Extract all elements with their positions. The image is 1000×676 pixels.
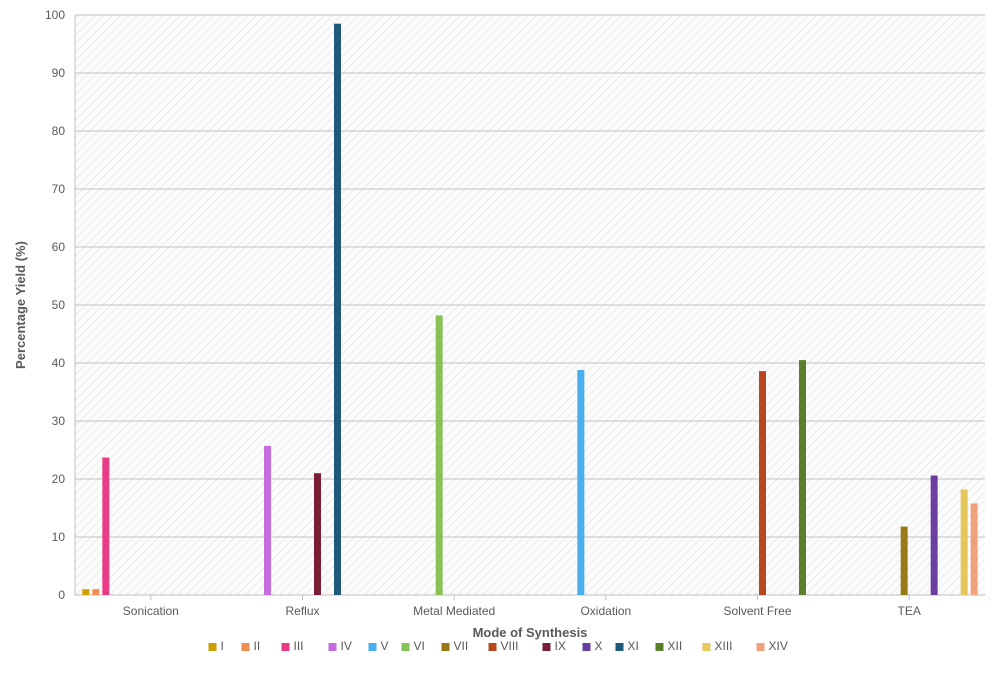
chart-container: 0 10 20 30 40 50 60 70 80 90 100 Sonication Reflux Me… <box>0 0 1000 676</box>
legend-label: II <box>254 639 261 653</box>
bar <box>577 370 584 595</box>
bar <box>334 24 341 595</box>
x-axis-title: Mode of Synthesis <box>473 625 588 640</box>
bar <box>102 458 109 595</box>
y-tick-label: 0 <box>58 588 65 602</box>
legend-label: XII <box>668 639 683 653</box>
legend-swatch <box>329 643 337 651</box>
bar <box>901 527 908 595</box>
legend-swatch <box>489 643 497 651</box>
bar <box>314 473 321 595</box>
legend-swatch <box>242 643 250 651</box>
bar <box>82 589 89 595</box>
legend-swatch <box>583 643 591 651</box>
y-tick-label: 50 <box>52 298 66 312</box>
bar <box>931 476 938 595</box>
x-category-label: Sonication <box>123 604 179 618</box>
legend-label: III <box>294 639 304 653</box>
bar <box>799 360 806 595</box>
legend-swatch <box>656 643 664 651</box>
legend-swatch <box>757 643 765 651</box>
y-tick-label: 90 <box>52 66 66 80</box>
x-category-label: TEA <box>897 604 920 618</box>
y-tick-label: 10 <box>52 530 66 544</box>
y-tick-label: 20 <box>52 472 66 486</box>
legend-swatch <box>402 643 410 651</box>
legend-label: IV <box>341 639 352 653</box>
legend-swatch <box>616 643 624 651</box>
legend-label: XI <box>628 639 639 653</box>
bar <box>436 315 443 595</box>
legend-swatch <box>369 643 377 651</box>
legend-label: IX <box>555 639 566 653</box>
y-tick-label: 40 <box>52 356 66 370</box>
bar <box>264 446 271 595</box>
bar <box>971 503 978 595</box>
legend-label: VII <box>454 639 469 653</box>
legend-label: XIV <box>769 639 788 653</box>
legend-swatch <box>543 643 551 651</box>
legend-label: VIII <box>501 639 519 653</box>
x-category-label: Metal Mediated <box>413 604 495 618</box>
x-category-label: Solvent Free <box>723 604 791 618</box>
bar <box>759 371 766 595</box>
yield-bar-chart: 0 10 20 30 40 50 60 70 80 90 100 Sonication Reflux Me… <box>0 0 1000 676</box>
bar <box>92 589 99 595</box>
y-axis-title: Percentage Yield (%) <box>13 241 28 369</box>
legend-swatch <box>703 643 711 651</box>
legend-label: V <box>381 639 389 653</box>
legend: IIIIIIIVVVIVIIVIIIIXXXIXIIXIIIXIV <box>209 639 788 653</box>
y-tick-label: 70 <box>52 182 66 196</box>
y-tick-label: 80 <box>52 124 66 138</box>
legend-label: X <box>595 639 603 653</box>
bar <box>961 489 968 595</box>
x-category-label: Reflux <box>285 604 319 618</box>
legend-label: I <box>221 639 224 653</box>
legend-label: VI <box>414 639 425 653</box>
y-tick-label: 100 <box>45 8 65 22</box>
legend-swatch <box>282 643 290 651</box>
y-tick-label: 30 <box>52 414 66 428</box>
legend-swatch <box>209 643 217 651</box>
legend-swatch <box>442 643 450 651</box>
x-category-label: Oxidation <box>580 604 631 618</box>
y-tick-label: 60 <box>52 240 66 254</box>
legend-label: XIII <box>715 639 733 653</box>
